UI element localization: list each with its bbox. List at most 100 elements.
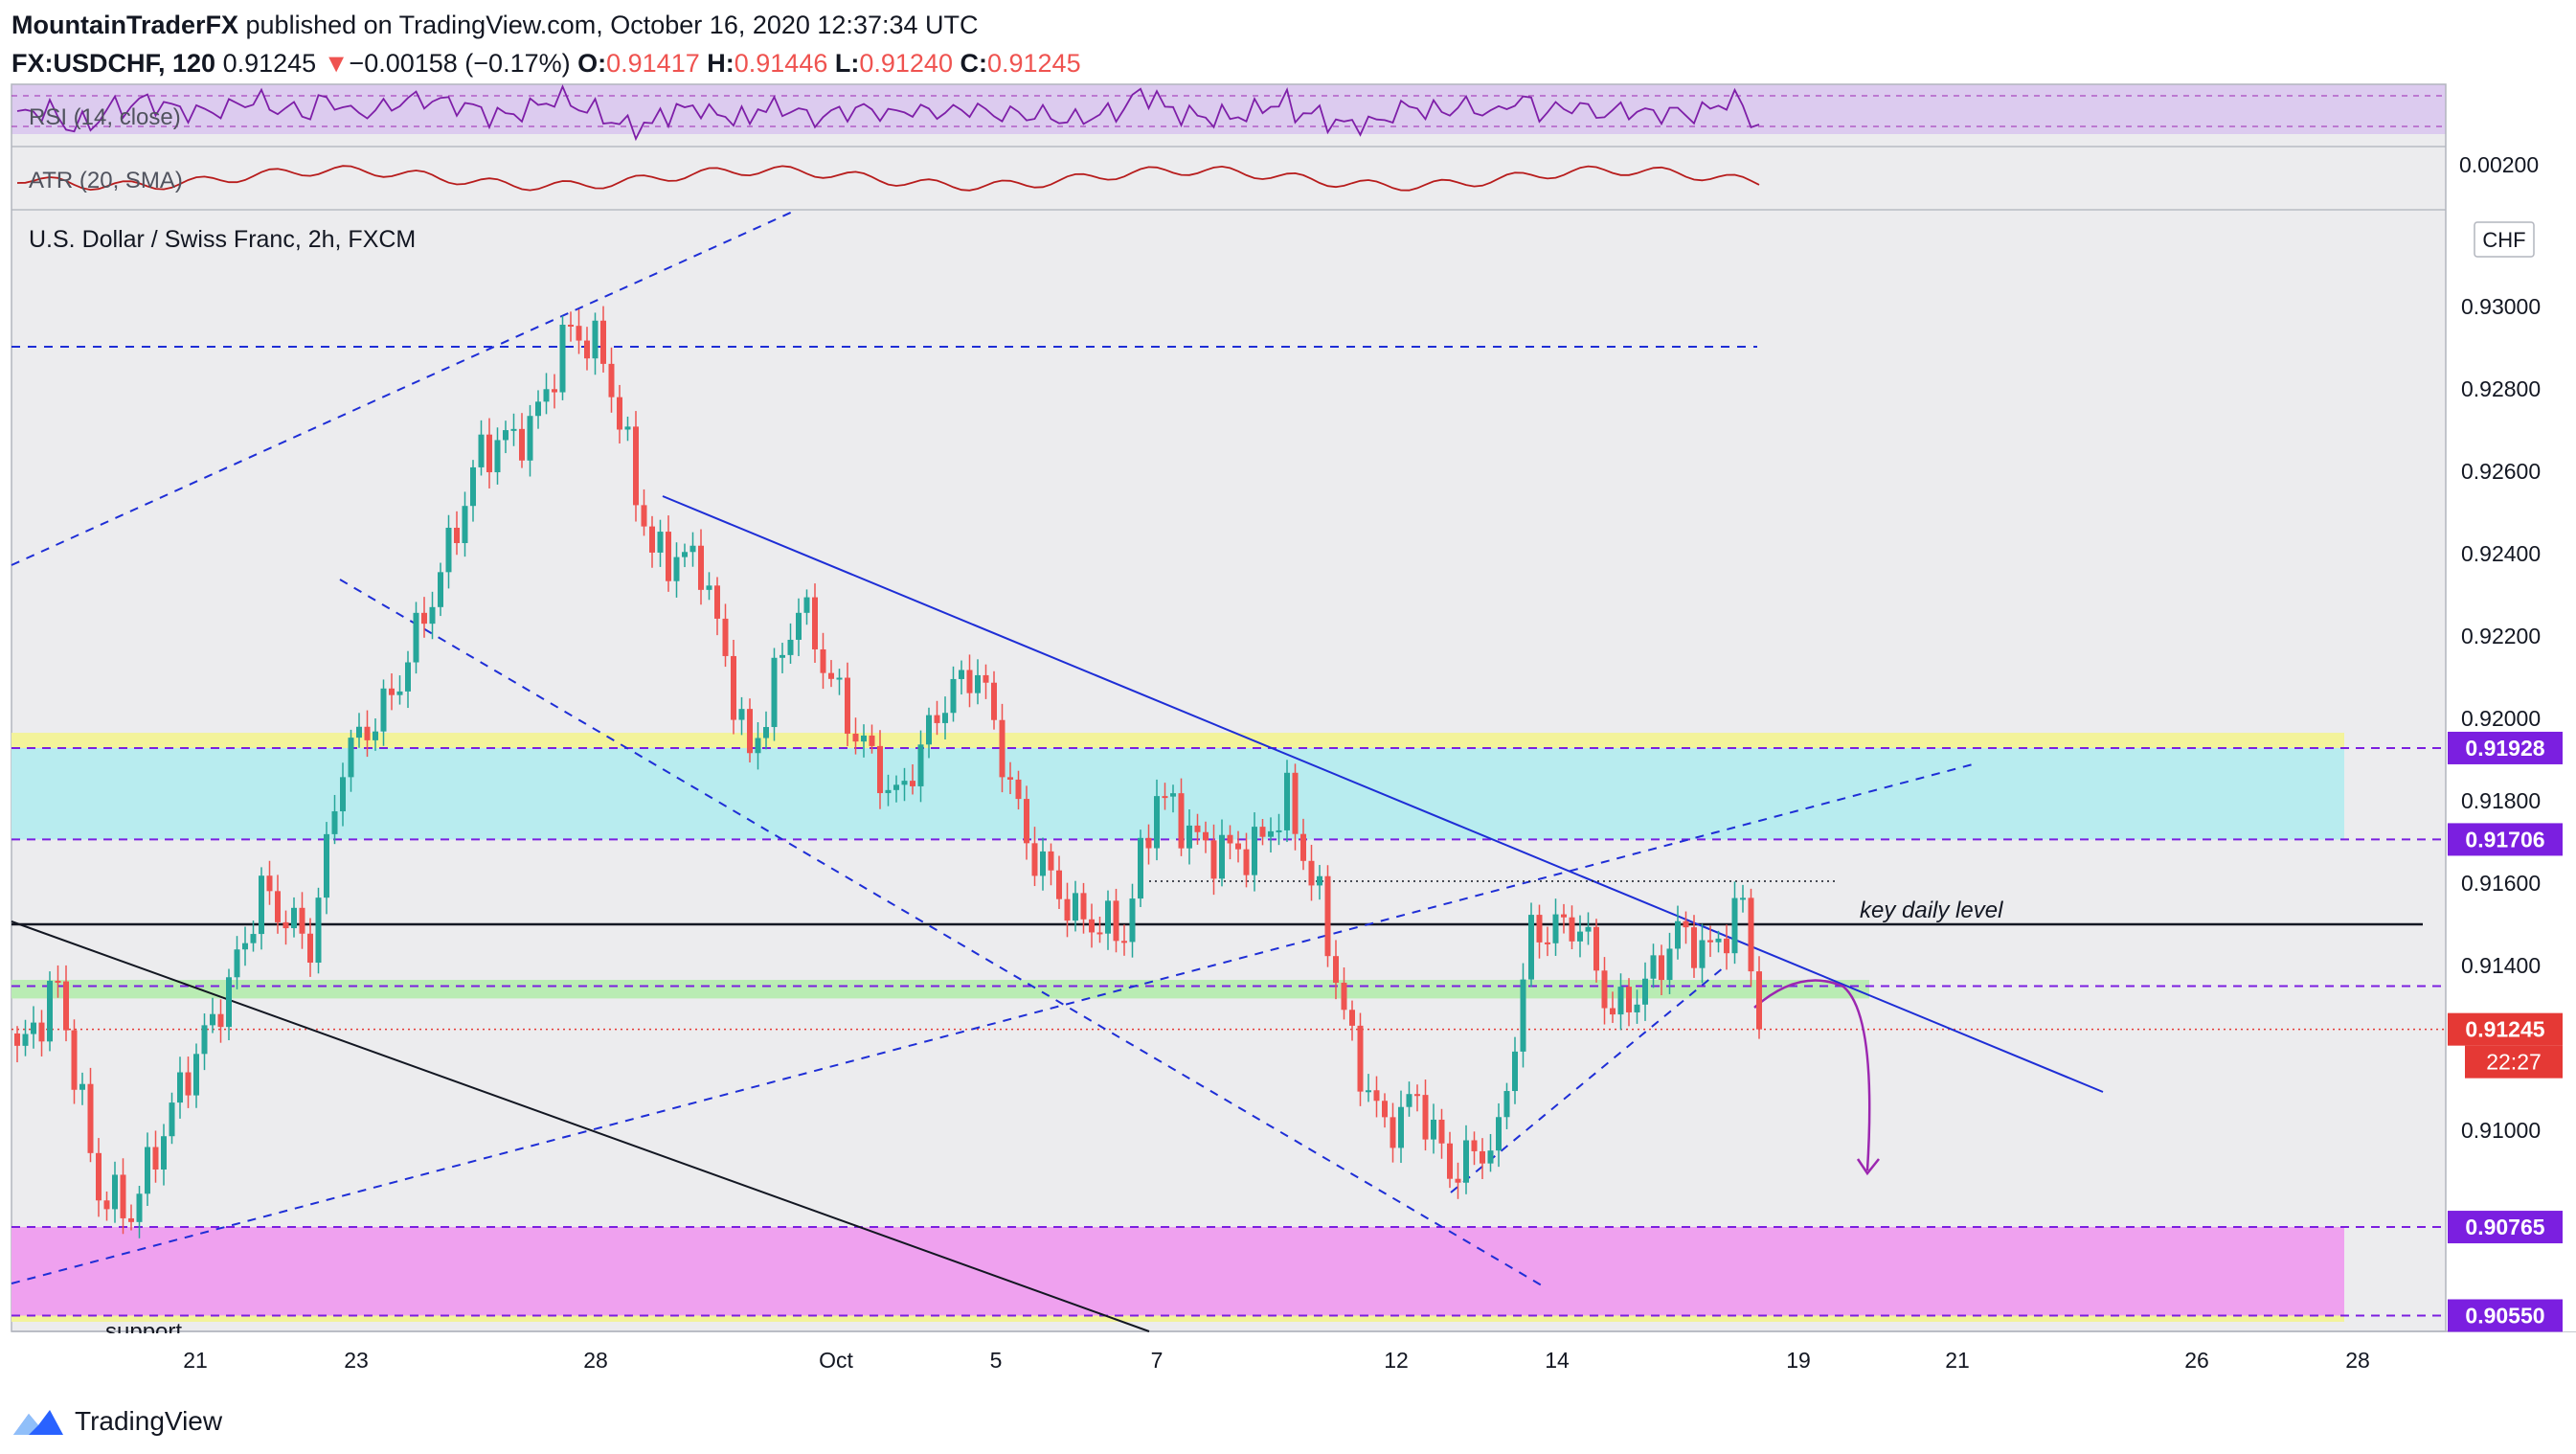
time-tick: 26 <box>2184 1348 2209 1373</box>
candle-body <box>438 572 443 607</box>
candle-body <box>1210 840 1217 879</box>
projection-arrow-curve <box>1753 979 1871 1171</box>
candle-body <box>348 738 354 778</box>
countdown-text: 22:27 <box>2486 1050 2542 1075</box>
candle-body <box>624 426 631 430</box>
candle-body <box>1007 777 1013 780</box>
time-tick: 7 <box>1151 1348 1164 1373</box>
candle-body <box>421 612 427 625</box>
candle-body <box>1422 1095 1429 1140</box>
candle-body <box>901 781 908 785</box>
candle-body <box>31 1022 36 1034</box>
candle-body <box>682 552 688 557</box>
candle-body <box>1178 793 1185 849</box>
candle-body <box>462 506 468 543</box>
time-tick: 21 <box>183 1348 208 1373</box>
candle-body <box>1642 978 1648 1005</box>
candle-body <box>373 731 378 740</box>
candle-body <box>405 662 411 692</box>
zone-4 <box>11 1315 2344 1322</box>
candle-body <box>991 682 997 720</box>
candle-body <box>22 1034 29 1046</box>
price-tick: 0.92600 <box>2461 459 2541 484</box>
candle-body <box>1015 779 1022 800</box>
time-tick: 28 <box>583 1348 608 1373</box>
tradingview-logo-icon[interactable] <box>11 1402 65 1441</box>
chart-title: U.S. Dollar / Swiss Franc, 2h, FXCM <box>29 226 416 253</box>
candle-body <box>1593 926 1599 971</box>
candle-body <box>666 532 671 581</box>
candle-body <box>1243 849 1250 875</box>
candlesticks[interactable] <box>14 306 1762 1238</box>
horizontal-levels <box>11 746 2446 1317</box>
candle-body <box>331 811 338 834</box>
candle-body <box>1683 920 1689 928</box>
candle-body <box>275 891 281 922</box>
candle-body <box>494 440 501 473</box>
candle-body <box>71 1030 78 1090</box>
price-axis[interactable]: 0.93000 0.92800 0.92600 0.92400 0.92200 0.920… <box>2448 211 2576 1331</box>
candle-body <box>820 648 826 673</box>
currency-label: CHF <box>2482 228 2525 252</box>
candle-body <box>1349 1010 1355 1026</box>
candle-body <box>787 639 794 655</box>
high-label: H: <box>707 49 734 78</box>
time-tick: 23 <box>344 1348 369 1373</box>
brand-name[interactable]: TradingView <box>75 1406 223 1436</box>
time-axis[interactable]: 21 23 28 Oct 5 7 12 14 19 21 26 28 <box>11 1333 2446 1391</box>
candle-body <box>592 320 599 359</box>
currency-badge: CHF <box>2474 221 2535 258</box>
close-value: 0.91245 <box>986 49 1081 78</box>
price-label-box <box>2448 1299 2563 1332</box>
time-tick: 14 <box>1545 1348 1570 1373</box>
candle-body <box>966 670 973 693</box>
candle-body <box>1740 897 1746 900</box>
candle-body <box>1235 843 1241 850</box>
candle-body <box>1382 1101 1388 1118</box>
candle-body <box>1520 979 1526 1052</box>
candle-body <box>14 1033 20 1046</box>
rsi-indicator-label[interactable]: RSI (14, close) <box>29 104 181 130</box>
candle-body <box>1138 837 1143 899</box>
key-daily-level-annotation[interactable]: key daily level <box>1860 897 2003 923</box>
candle-body <box>706 585 712 590</box>
candle-body <box>470 466 476 507</box>
candle-body <box>1691 927 1697 968</box>
candle-body <box>983 674 989 683</box>
candle-body <box>1048 851 1054 871</box>
candle-body <box>87 1083 94 1153</box>
price-change: −0.00158 (−0.17%) <box>349 49 571 78</box>
candle-body <box>445 527 452 573</box>
candle-body <box>193 1054 199 1096</box>
time-tick: 19 <box>1786 1348 1811 1373</box>
candle-body <box>877 745 883 794</box>
candle-body <box>356 726 362 738</box>
candle-body <box>1569 917 1575 942</box>
candle-body <box>226 977 232 1028</box>
candle-body <box>38 1022 45 1042</box>
low-label: L: <box>834 49 860 78</box>
trendline-drawings[interactable] <box>11 210 2104 1332</box>
publish-line: MountainTraderFX published on TradingVie… <box>11 6 1081 44</box>
candle-body <box>1455 1178 1461 1183</box>
price-label-box <box>2448 1012 2563 1046</box>
candle-body <box>1414 1094 1420 1097</box>
candle-body <box>780 654 785 658</box>
candle-body <box>282 921 289 929</box>
candle-body <box>1300 833 1306 861</box>
candle-body <box>1666 948 1673 981</box>
candle-body <box>975 674 981 693</box>
candle-body <box>893 784 899 790</box>
candle-body <box>926 715 932 745</box>
author-name[interactable]: MountainTraderFX <box>11 11 239 39</box>
candle-body <box>242 943 248 950</box>
candle-body <box>845 677 850 734</box>
candle-body <box>152 1147 159 1170</box>
atr-indicator-label[interactable]: ATR (20, SMA) <box>29 168 183 193</box>
candle-body <box>950 678 957 714</box>
atr-pane[interactable] <box>11 148 2446 209</box>
price-label-text: 0.91928 <box>2465 736 2544 761</box>
candle-body <box>1487 1150 1494 1164</box>
candle-body <box>1431 1119 1436 1140</box>
